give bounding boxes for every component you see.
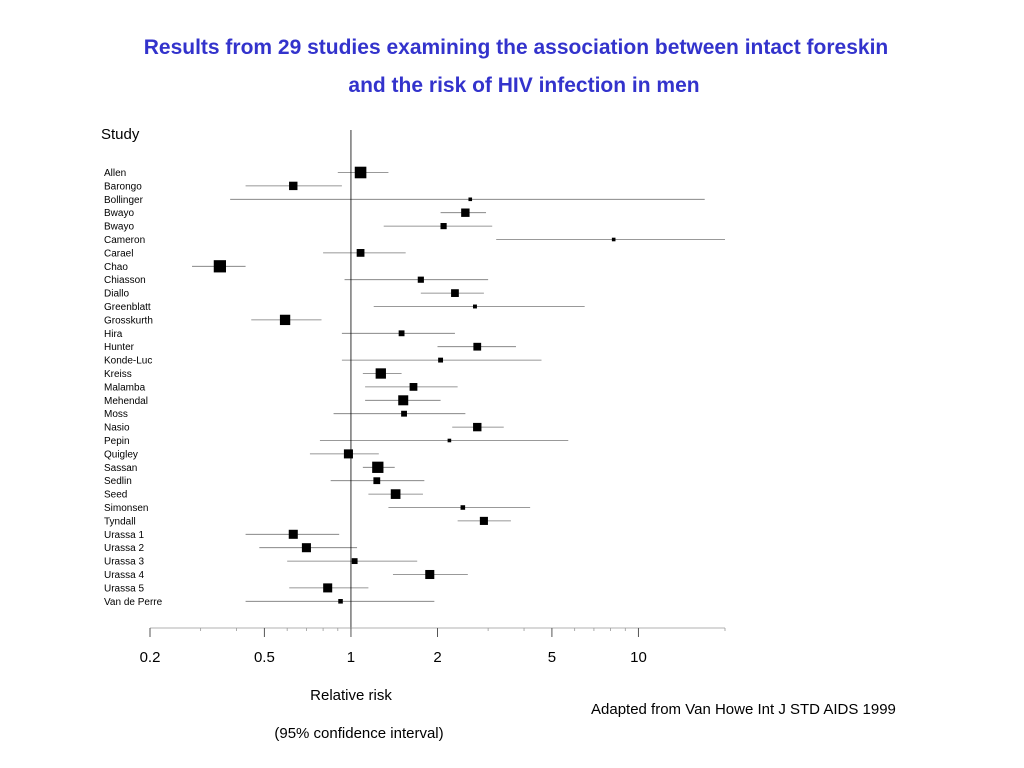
study-label: Chao: [104, 262, 128, 273]
study-label: Carael: [104, 248, 133, 259]
point-estimate-marker: [289, 181, 298, 191]
point-estimate-marker: [356, 249, 365, 257]
study-label: Hira: [104, 329, 123, 340]
point-estimate-marker: [401, 410, 407, 417]
source-citation: Adapted from Van Howe Int J STD AIDS 199…: [591, 701, 896, 718]
study-label: Nasio: [104, 423, 130, 434]
study-label: Greenblatt: [104, 302, 151, 313]
study-label: Diallo: [104, 289, 129, 300]
x-tick-label: 0.5: [254, 649, 275, 666]
study-label: Bwayo: [104, 222, 134, 233]
study-label: Chiasson: [104, 275, 146, 286]
study-label: Cameron: [104, 235, 145, 246]
point-estimate-marker: [479, 516, 488, 525]
study-label: Malamba: [104, 382, 146, 393]
point-estimate-marker: [288, 529, 298, 539]
point-estimate-marker: [398, 395, 409, 406]
study-label: Grosskurth: [104, 315, 153, 326]
point-estimate-marker: [279, 314, 291, 326]
point-estimate-marker: [351, 558, 358, 565]
chart-title-line-1: Results from 29 studies examining the as…: [143, 36, 889, 59]
point-estimate-marker: [461, 208, 470, 217]
point-estimate-marker: [460, 505, 466, 510]
study-label: Sedlin: [104, 476, 132, 487]
study-label: Sassan: [104, 463, 137, 474]
point-estimate-marker: [473, 422, 482, 432]
point-estimate-marker: [372, 461, 384, 473]
chart-title-line-2: and the risk of HIV infection in men: [348, 74, 700, 97]
x-tick-label: 0.2: [140, 649, 161, 666]
study-label: Van de Perre: [104, 597, 163, 608]
study-label: Simonsen: [104, 503, 148, 514]
point-estimate-marker: [398, 330, 405, 337]
study-label: Kreiss: [104, 369, 132, 380]
point-estimates: [213, 166, 616, 604]
study-label: Moss: [104, 409, 128, 420]
study-label: Seed: [104, 490, 127, 501]
study-label: Urassa 3: [104, 557, 144, 568]
point-estimate-marker: [438, 357, 444, 363]
point-estimate-marker: [323, 583, 333, 593]
x-axis: 0.2 0.5 1 2 5 10: [140, 627, 726, 666]
point-estimate-marker: [375, 368, 386, 379]
point-estimate-marker: [473, 342, 482, 351]
study-label: Bwayo: [104, 208, 134, 219]
point-estimate-marker: [417, 276, 424, 283]
point-estimate-marker: [373, 477, 381, 485]
point-estimate-marker: [473, 304, 477, 309]
x-tick-label: 5: [548, 649, 556, 666]
point-estimate-marker: [425, 569, 435, 580]
study-label: Urassa 5: [104, 583, 144, 594]
point-estimate-marker: [338, 599, 343, 604]
study-label: Barongo: [104, 181, 142, 192]
point-estimate-marker: [447, 438, 452, 443]
point-estimate-marker: [354, 166, 367, 179]
point-estimate-marker: [301, 543, 311, 553]
point-estimate-marker: [213, 260, 226, 273]
study-label: Urassa 4: [104, 570, 144, 581]
point-estimate-marker: [611, 237, 616, 242]
study-label: Tyndall: [104, 516, 136, 527]
x-tick-label: 2: [433, 649, 441, 666]
study-label: Pepin: [104, 436, 130, 447]
point-estimate-marker: [451, 289, 459, 297]
point-estimate-marker: [440, 223, 447, 230]
point-estimate-marker: [409, 383, 418, 391]
study-label: Mehendal: [104, 396, 148, 407]
study-label: Urassa 1: [104, 530, 144, 541]
x-tick-label: 1: [347, 649, 355, 666]
study-label: Quigley: [104, 449, 138, 460]
study-label: Konde-Luc: [104, 356, 152, 367]
study-label: Hunter: [104, 342, 135, 353]
study-labels: Allen Barongo Bollinger Bwayo Bwayo Cameron Ca…: [104, 168, 163, 608]
x-axis-sublabel: (95% confidence interval): [274, 725, 443, 742]
point-estimate-marker: [468, 197, 473, 202]
point-estimate-marker: [390, 489, 401, 499]
study-label: Bollinger: [104, 195, 144, 206]
x-axis-label: Relative risk: [310, 687, 392, 704]
study-label: Allen: [104, 168, 126, 179]
x-tick-label: 10: [630, 649, 647, 666]
study-column-header: Study: [101, 126, 140, 143]
point-estimate-marker: [343, 449, 353, 459]
confidence-intervals: [192, 172, 725, 602]
study-label: Urassa 2: [104, 543, 144, 554]
